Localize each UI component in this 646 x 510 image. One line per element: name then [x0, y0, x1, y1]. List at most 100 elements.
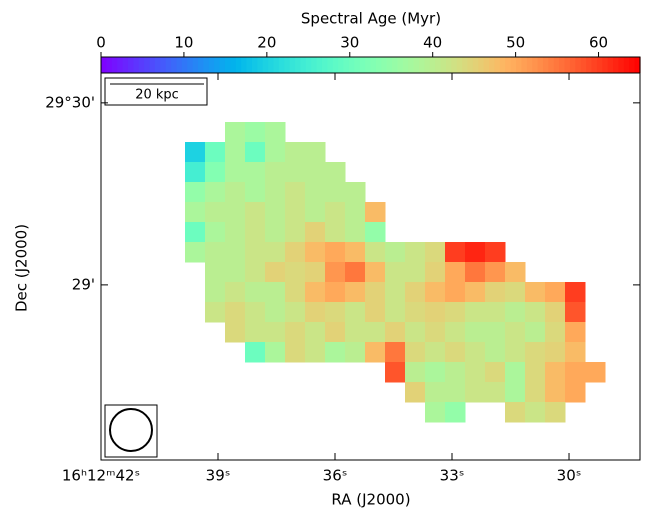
scale-bar-box — [104, 77, 208, 106]
cell — [545, 382, 566, 403]
colorbar-segment — [489, 57, 496, 73]
x-tick-label: 33ˢ — [440, 467, 465, 485]
cell — [385, 262, 406, 283]
cell — [505, 342, 526, 363]
x-tick-label: 16ʰ12ᵐ42ˢ — [62, 467, 140, 485]
cell — [185, 202, 206, 223]
cell — [545, 402, 566, 423]
cell — [425, 242, 446, 263]
colorbar: 0 10 20 30 40 50 60 — [96, 34, 641, 74]
cell — [185, 142, 206, 163]
colorbar-segment — [133, 57, 140, 73]
cell — [305, 282, 326, 303]
cell — [285, 342, 306, 363]
colorbar-segment — [435, 57, 442, 73]
cell — [265, 242, 286, 263]
cell — [265, 202, 286, 223]
colorbar-segment — [181, 57, 188, 73]
colorbar-tick-label: 60 — [589, 34, 608, 52]
cell — [305, 242, 326, 263]
cell — [365, 202, 386, 223]
colorbar-segment — [386, 57, 393, 73]
colorbar-segment — [478, 57, 485, 73]
cell — [485, 302, 506, 323]
colorbar-tick-label: 50 — [506, 34, 525, 52]
colorbar-segment — [586, 57, 593, 73]
colorbar-segment — [591, 57, 598, 73]
cell — [445, 262, 466, 283]
cell — [305, 322, 326, 343]
cell — [185, 242, 206, 263]
cell — [565, 362, 586, 383]
cell — [385, 282, 406, 303]
colorbar-segment — [381, 57, 388, 73]
cell — [205, 222, 226, 243]
cell — [225, 182, 246, 203]
cell — [185, 162, 206, 183]
colorbar-segment — [343, 57, 350, 73]
cell — [525, 282, 546, 303]
colorbar-segment — [402, 57, 409, 73]
colorbar-segment — [122, 57, 129, 73]
cell — [205, 282, 226, 303]
colorbar-segment — [101, 57, 107, 73]
cell — [505, 282, 526, 303]
cell — [285, 322, 306, 343]
colorbar-segment — [111, 57, 118, 73]
colorbar-segment — [569, 57, 576, 73]
cell — [525, 342, 546, 363]
cell — [305, 202, 326, 223]
cell — [365, 262, 386, 283]
colorbar-segment — [548, 57, 555, 73]
colorbar-segment — [338, 57, 345, 73]
cell — [325, 282, 346, 303]
cell — [325, 162, 346, 183]
colorbar-segment — [429, 57, 436, 73]
colorbar-segment — [300, 57, 307, 73]
colorbar-segment — [214, 57, 221, 73]
colorbar-segment — [311, 57, 318, 73]
colorbar-segment — [392, 57, 399, 73]
colorbar-segment — [289, 57, 296, 73]
colorbar-segment — [257, 57, 264, 73]
colorbar-segment — [327, 57, 334, 73]
cell — [565, 302, 586, 323]
cell — [285, 262, 306, 283]
colorbar-segment — [629, 57, 636, 73]
cell — [585, 362, 606, 383]
cell — [405, 362, 426, 383]
cell — [485, 282, 506, 303]
colorbar-segment — [618, 57, 625, 73]
heatmap-cells — [185, 122, 606, 423]
cell — [425, 262, 446, 283]
colorbar-segment — [559, 57, 566, 73]
cell — [385, 362, 406, 383]
cell — [245, 282, 266, 303]
colorbar-segment — [462, 57, 469, 73]
colorbar-segment — [117, 57, 124, 73]
cell — [445, 322, 466, 343]
cell — [445, 242, 466, 263]
cell — [205, 182, 226, 203]
cell — [345, 302, 366, 323]
cell — [425, 402, 446, 423]
cell — [385, 242, 406, 263]
cell — [385, 342, 406, 363]
colorbar-segment — [321, 57, 328, 73]
cell — [405, 242, 426, 263]
cell — [385, 302, 406, 323]
colorbar-segment — [521, 57, 528, 73]
colorbar-segment — [370, 57, 377, 73]
cell — [325, 202, 346, 223]
colorbar-segment — [413, 57, 420, 73]
cell — [365, 342, 386, 363]
cell — [445, 282, 466, 303]
y-tick-label: 29' — [72, 275, 95, 293]
cell — [545, 302, 566, 323]
scale-bar-label: 20 kpc — [135, 88, 179, 103]
colorbar-segment — [397, 57, 404, 73]
colorbar-segment — [613, 57, 620, 73]
colorbar-segment — [467, 57, 474, 73]
cell — [245, 322, 266, 343]
